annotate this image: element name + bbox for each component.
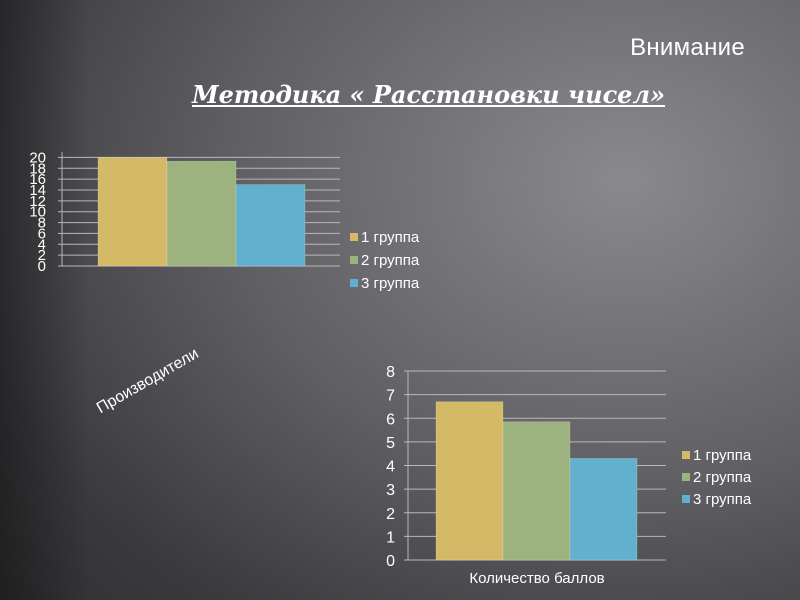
y-tick-label: 2 xyxy=(38,247,46,264)
y-tick-label: 4 xyxy=(38,236,46,253)
y-tick-label: 20 xyxy=(29,149,46,166)
y-tick-label: 18 xyxy=(29,160,46,177)
bar-1 xyxy=(97,157,168,267)
category-label: Количество баллов xyxy=(469,570,604,587)
bar-1 xyxy=(435,401,504,561)
legend-swatch xyxy=(682,451,690,459)
bar-3 xyxy=(235,184,306,267)
bar-3 xyxy=(569,458,638,561)
background-vignette xyxy=(0,0,90,600)
y-tick-label: 8 xyxy=(386,364,395,381)
category-label: Производители xyxy=(94,345,202,417)
bar-2 xyxy=(166,160,237,267)
legend-label: 1 группа xyxy=(361,229,420,246)
y-tick-label: 10 xyxy=(29,204,46,221)
legend-label: 3 группа xyxy=(361,275,420,292)
y-tick-label: 3 xyxy=(386,482,395,499)
y-tick-label: 7 xyxy=(386,388,395,405)
legend-swatch xyxy=(350,279,358,287)
y-tick-label: 8 xyxy=(38,215,46,232)
legend-swatch xyxy=(350,256,358,264)
chart-2: 0 1 2 3 4 5 6 7 8 1 группа 2 группа 3 группа Количес… xyxy=(386,364,752,587)
y-tick-label: 0 xyxy=(38,258,46,275)
legend-swatch xyxy=(350,233,358,241)
legend-label: 3 группа xyxy=(693,491,752,508)
y-tick-label: 12 xyxy=(29,193,46,210)
legend-label: 2 группа xyxy=(693,469,752,486)
legend-swatch xyxy=(682,495,690,503)
y-tick-label: 16 xyxy=(29,171,46,188)
page-title: Внимание xyxy=(630,34,745,61)
y-tick-label: 5 xyxy=(386,435,395,452)
y-tick-label: 2 xyxy=(386,506,395,523)
legend-swatch xyxy=(682,473,690,481)
y-tick-label: 14 xyxy=(29,182,46,199)
y-tick-label: 4 xyxy=(386,459,395,476)
y-tick-label: 6 xyxy=(386,411,395,428)
legend-label: 2 группа xyxy=(361,252,420,269)
y-tick-label: 0 xyxy=(386,553,395,570)
y-tick-label: 1 xyxy=(386,529,395,546)
y-tick-label: 6 xyxy=(38,225,46,242)
legend-label: 1 группа xyxy=(693,447,752,464)
bar-2 xyxy=(502,421,571,561)
page-subtitle: Методика « Расстановки чисел» xyxy=(192,80,666,109)
